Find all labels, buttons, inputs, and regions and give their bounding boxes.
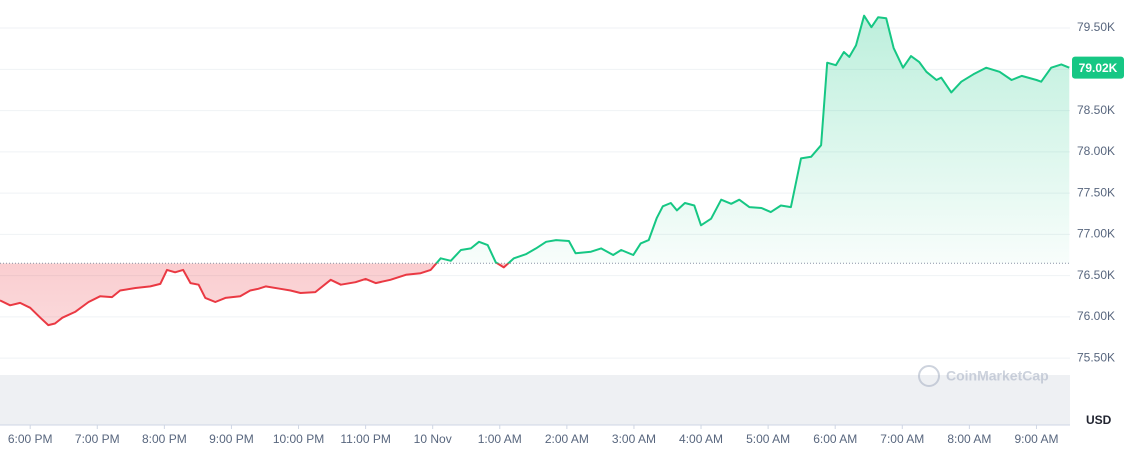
y-tick-label: 75.50K (1077, 350, 1115, 364)
watermark-text: CoinMarketCap (946, 368, 1049, 384)
x-tick-label: 1:00 AM (478, 432, 522, 446)
y-tick-label: 78.00K (1077, 144, 1115, 158)
y-tick-label: 79.50K (1077, 20, 1115, 34)
x-tick-label: 7:00 AM (880, 432, 924, 446)
x-tick-label: 9:00 PM (209, 432, 254, 446)
x-tick-label: 10 Nov (414, 432, 452, 446)
x-tick-label: 7:00 PM (75, 432, 120, 446)
x-tick-label: 9:00 AM (1014, 432, 1058, 446)
watermark-logo (918, 365, 940, 387)
x-tick-label: 6:00 AM (813, 432, 857, 446)
y-tick-label: 77.50K (1077, 185, 1115, 199)
y-tick-label: 78.50K (1077, 103, 1115, 117)
volume-band (0, 375, 1070, 425)
unit-label: USD (1086, 413, 1112, 427)
y-tick-label: 76.50K (1077, 268, 1115, 282)
x-tick-label: 2:00 AM (545, 432, 589, 446)
x-tick-label: 8:00 PM (142, 432, 187, 446)
x-tick-label: 6:00 PM (8, 432, 53, 446)
area (0, 15, 1070, 326)
x-tick-label: 8:00 AM (947, 432, 991, 446)
x-tick-label: 3:00 AM (612, 432, 656, 446)
x-tick-label: 11:00 PM (340, 432, 390, 446)
x-tick-label: 4:00 AM (679, 432, 723, 446)
line (0, 14, 1070, 327)
price-tag (1072, 56, 1124, 79)
x-tick-label: 10:00 PM (273, 432, 324, 446)
y-tick-label: 77.00K (1077, 227, 1115, 241)
x-tick-label: 5:00 AM (746, 432, 790, 446)
watermark: CoinMarketCap (918, 365, 1049, 387)
y-tick-label: 76.00K (1077, 309, 1115, 323)
price-tag-label: 79.02K (1079, 61, 1118, 75)
